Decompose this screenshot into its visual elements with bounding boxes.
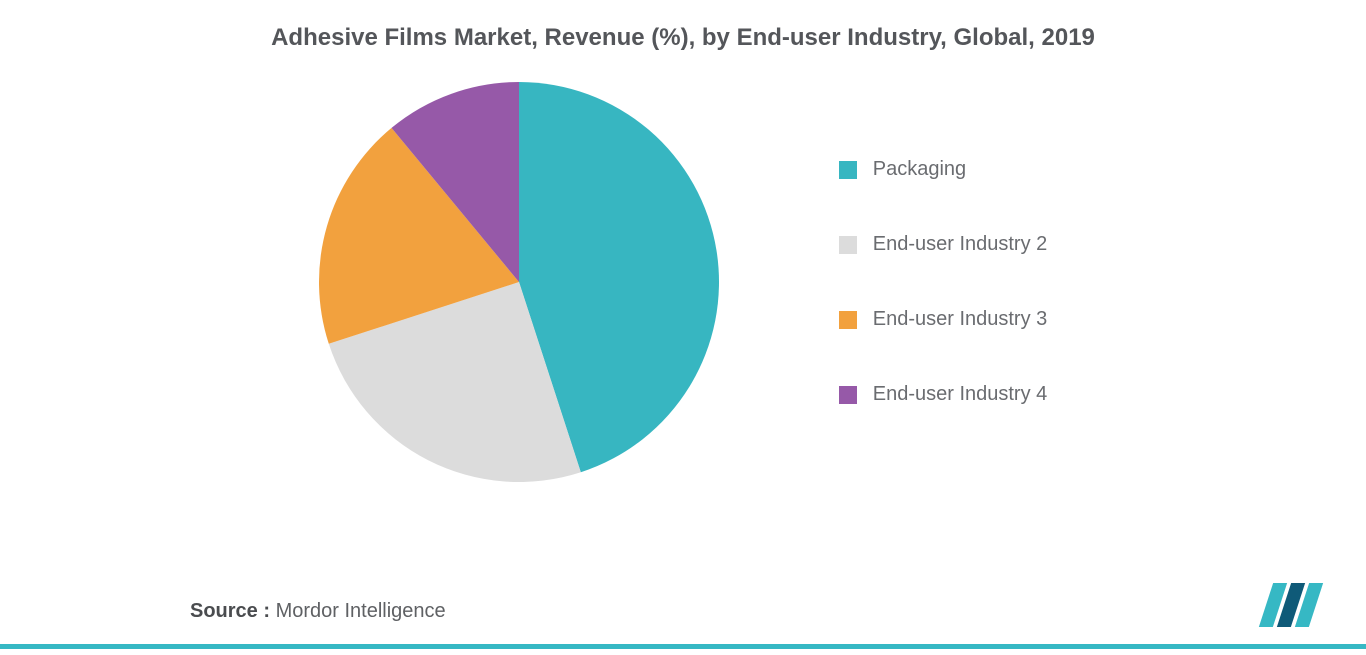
legend-item: End-user Industry 2 <box>839 233 1048 256</box>
legend-swatch <box>839 311 857 329</box>
pie-chart <box>319 82 719 482</box>
legend-item: Packaging <box>839 158 1048 181</box>
legend-label: End-user Industry 2 <box>873 233 1048 256</box>
chart-title: Adhesive Films Market, Revenue (%), by E… <box>0 0 1366 52</box>
source-prefix: Source : <box>190 600 276 622</box>
chart-area: Packaging End-user Industry 2 End-user Ind… <box>0 82 1366 482</box>
legend: Packaging End-user Industry 2 End-user Ind… <box>839 158 1048 406</box>
legend-item: End-user Industry 4 <box>839 383 1048 406</box>
legend-label: End-user Industry 3 <box>873 308 1048 331</box>
legend-label: End-user Industry 4 <box>873 383 1048 406</box>
source-attribution: Source : Mordor Intelligence <box>190 600 446 623</box>
legend-swatch <box>839 386 857 404</box>
brand-logo <box>1266 583 1316 627</box>
legend-swatch <box>839 161 857 179</box>
legend-swatch <box>839 236 857 254</box>
legend-item: End-user Industry 3 <box>839 308 1048 331</box>
legend-label: Packaging <box>873 158 966 181</box>
footer-accent-line <box>0 644 1366 649</box>
source-text: Mordor Intelligence <box>276 600 446 622</box>
